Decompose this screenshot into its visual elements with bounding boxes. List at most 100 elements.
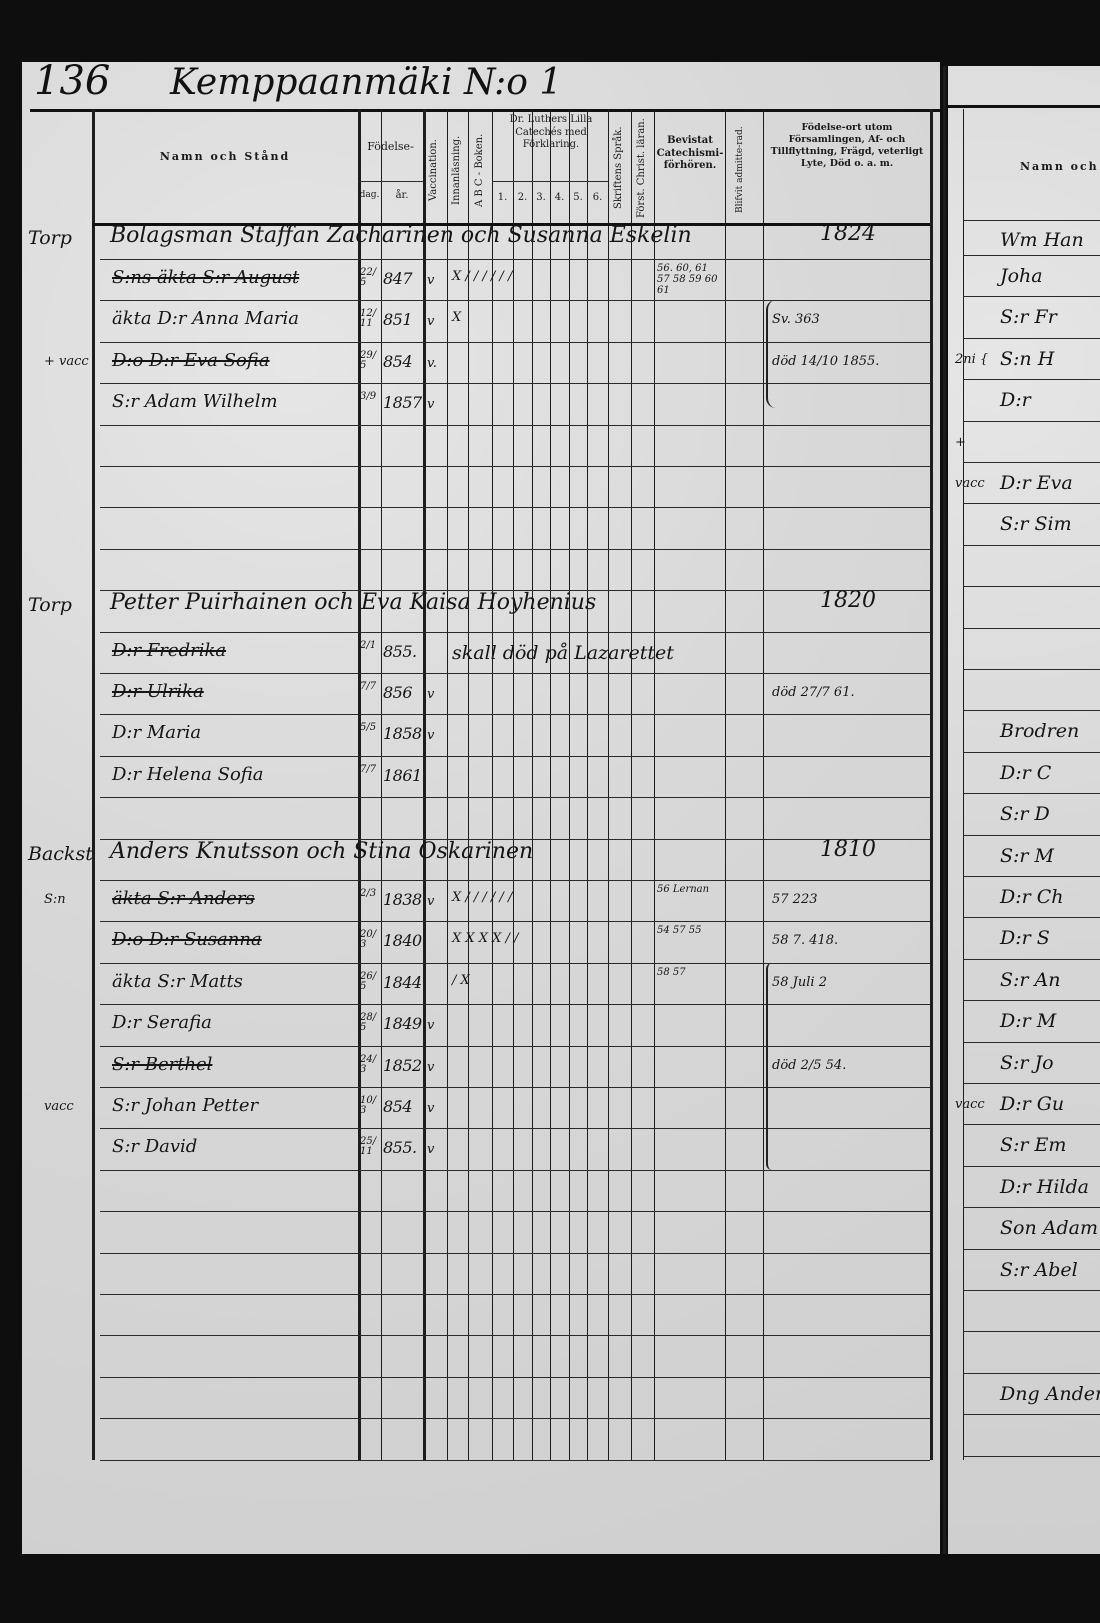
right-column-rule [963,109,964,1460]
right-row-rule [963,1124,1100,1126]
household-head: Bolagsman Staffan Zacharinen och Susanna… [110,223,692,248]
member-vaccination: v [427,1059,435,1075]
right-entry-name: S:r Fr [1000,306,1057,329]
member-birth-day: 29/5 [360,349,377,371]
member-prefix: + vacc [44,353,89,369]
member-name: S:ns äkta S:r August [112,267,300,288]
member-name: D:o D:r Eva Sofia [112,349,270,371]
right-entry-name: S:n H [1000,347,1055,370]
member-reading-marks: X [452,310,462,326]
column-rule [654,109,655,1460]
column-rule [492,109,493,1460]
member-name: D:r Fredrika [112,639,227,661]
row-rule [100,921,930,923]
header-catechism: Dr. Luthers Lilla Catechés med Förklarin… [509,114,593,150]
member-prefix: vacc [44,1099,74,1114]
row-rule [100,1294,930,1295]
member-name: S:r David [112,1136,198,1158]
row-rule [100,1211,930,1213]
member-remarks: död 14/10 1855. [772,353,880,369]
member-prefix: S:n [44,892,66,907]
member-birth-year: 1858 [383,724,422,744]
right-header-bottom-rule [963,220,1100,221]
right-entry-prefix: 2ni { [955,351,989,367]
row-rule [100,797,930,799]
member-vaccination: v [427,273,435,288]
member-examinations: 54 57 55 [657,925,702,937]
column-rule [550,109,551,1460]
member-birth-day: 3/9 [360,391,377,403]
member-name: D:r Serafia [112,1012,212,1034]
remarks-brace [766,962,772,1170]
header-catechism-part: 1. [497,192,508,203]
gutter-rule [943,66,946,1554]
right-entry-name: Wm Han [1000,229,1084,251]
row-rule [100,1335,930,1337]
row-rule [100,673,930,674]
right-entry-name: D:r [1000,389,1031,412]
member-vaccination: v. [427,355,437,371]
right-row-rule [963,669,1100,670]
household-head-year: 1810 [820,836,876,862]
column-rule [930,109,933,1460]
right-entry-name: D:r M [1000,1010,1057,1033]
member-remarks: död 2/5 54. [772,1057,847,1073]
right-row-rule [963,793,1100,795]
right-entry-prefix: + [955,434,966,450]
right-entry-name: D:r S [1000,927,1050,950]
header-catechism-part: 2. [517,192,528,203]
member-vaccination: v [427,687,435,702]
member-birth-day: 2/3 [360,888,377,899]
header-admitted: Blifvit admitte-rad. [735,126,745,214]
row-rule [100,1087,930,1088]
right-row-rule [963,1083,1100,1084]
right-entry-name: Brodren [1000,720,1080,743]
member-birth-year: 847 [383,269,413,288]
member-birth-day: 7/7 [360,763,377,775]
row-rule [100,424,930,426]
right-entry-name: S:r An [1000,968,1061,991]
member-name: D:r Ulrika [112,681,204,702]
right-row-rule [963,710,1100,712]
column-rule [763,109,764,1460]
page-title: Kemppaanmäki N:o 1 [170,62,563,103]
right-entry-name: S:r M [1000,844,1054,867]
member-birth-day: 7/7 [360,681,377,692]
row-rule [100,1045,930,1047]
row-rule [100,962,930,964]
member-birth-year: 1861 [383,765,422,785]
right-entry-name: S:r Sim [1000,513,1072,536]
member-name: äkta S:r Anders [112,888,255,909]
household-place: Backst [28,842,93,865]
right-row-rule [963,1165,1100,1167]
member-remarks: död 27/7 61. [772,685,855,700]
column-rule [569,109,570,1460]
right-row-rule [963,1455,1100,1457]
member-vaccination: v [427,894,435,909]
column-rule [92,109,95,1460]
register-page-left [22,62,940,1554]
right-row-rule [963,627,1100,629]
member-birth-year: 1844 [383,972,422,992]
right-row-rule [963,420,1100,422]
member-reading-marks: skall död på Lazarettet [452,641,674,664]
right-row-rule [963,379,1100,381]
right-entry-name: D:r Eva [1000,472,1073,494]
member-birth-year: 851 [383,310,413,330]
header-right-name: Namn och [1020,160,1099,173]
member-reading-marks: X / / / / / / [452,890,513,905]
column-rule [532,109,533,1460]
title-rule [30,109,940,112]
column-rule [447,109,448,1460]
member-remarks: 58 7. 418. [772,933,839,949]
household-place: Torp [28,594,72,617]
row-rule [100,590,930,592]
header-examinations: Bevistat Catechismi-förhören. [656,135,724,171]
header-abc: A B C - Boken. [474,133,485,207]
right-title-rule [948,105,1100,108]
row-rule [100,1459,930,1461]
column-rule [631,109,632,1460]
member-vaccination: v [427,314,435,330]
right-row-rule [963,255,1100,256]
member-birth-year: 1857 [383,393,422,413]
